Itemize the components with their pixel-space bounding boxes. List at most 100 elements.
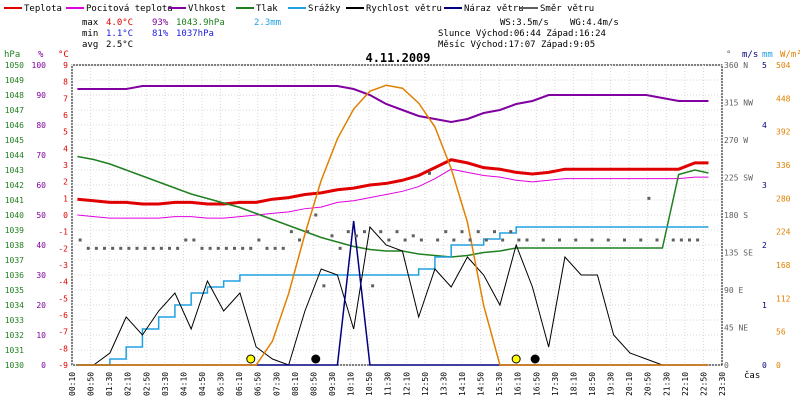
wind-dir-point [639,238,643,242]
wind-dir-point [468,238,472,242]
x-tick-label: 19:30 [607,372,616,396]
wm-tick-label: 168 [776,261,791,270]
pct-tick-label: 60 [36,181,46,190]
ms-tick-label: 2 [762,241,767,250]
hpa-tick-label: 1035 [5,286,24,295]
wind-dir-point [224,246,228,250]
wind-dir-point [688,238,691,242]
wind-dir-point [484,238,488,242]
wind-dir-point [168,246,171,250]
c-tick-label: -9 [58,361,68,370]
stats-wg: WG:4.4m/s [570,18,619,28]
c-tick-label: 2 [63,178,68,187]
x-tick-label: 00:10 [68,372,77,396]
pct-tick-label: 10 [36,331,46,340]
hpa-tick-label: 1038 [5,241,24,250]
hpa-tick-label: 1050 [5,61,24,70]
x-tick-label: 12:10 [402,372,411,396]
ms-tick-label: 0 [762,361,767,370]
wind-dir-point [525,238,529,242]
c-tick-label: 3 [63,161,68,170]
ms-tick-label: 4 [762,121,767,130]
c-tick-label: -3 [58,261,68,270]
hpa-tick-label: 1031 [5,346,24,355]
wind-dir-point [623,238,626,242]
wind-dir-point [354,234,358,238]
wind-dir-point [419,238,423,242]
stats-max-hum: 93% [152,18,169,28]
x-tick-label: 08:50 [309,372,318,396]
dir-tick-label: 180 S [724,211,748,220]
wm-tick-label: 336 [776,161,791,170]
wind-dir-point [671,238,675,242]
wm-tick-label: 504 [776,61,791,70]
right-axes: 360 N 315 NW 270 W 225 SW 180 S 135 SE 90 E 45 … [724,61,791,370]
x-tick-label: 06:50 [254,372,263,396]
legend-label-tlak: Tlak [256,4,278,14]
hpa-tick-label: 1036 [5,271,24,280]
x-tick-label: 16:50 [532,372,541,396]
x-tick-label: 14:10 [458,372,467,396]
unit-pct: % [38,50,44,60]
x-axis: 00:10 00:50 01:30 02:10 02:50 03:30 04:10 04:50… [68,372,727,396]
pct-tick-label: 100 [32,61,47,70]
pct-tick-label: 40 [36,241,46,250]
hpa-tick-label: 1046 [5,121,24,130]
dir-tick-label: 315 NW [724,99,753,108]
wind-dir-point [111,246,115,250]
wind-dir-point [306,230,310,234]
wind-dir-point [395,230,399,234]
wm-tick-label: 280 [776,194,791,203]
c-tick-label: -7 [58,328,68,337]
x-tick-label: 10:50 [365,372,374,396]
x-tick-label: 05:30 [217,372,226,396]
hpa-tick-label: 1044 [5,151,24,160]
wind-dir-point [314,213,318,217]
unit-hpa: hPa [4,50,20,60]
wm-tick-label: 448 [776,94,791,103]
wm-tick-label: 56 [776,328,786,337]
wind-dir-point [159,246,163,250]
wind-dir-point [387,238,391,242]
c-tick-label: 1 [63,194,68,203]
series-line-temperature [77,158,709,206]
legend-label-naraz: Náraz větru [464,4,524,14]
x-tick-label: 11:30 [384,372,393,396]
wind-dir-point [86,246,90,250]
x-tick-label: 20:10 [625,372,634,396]
wind-dir-point [208,246,212,250]
wind-dir-point [444,230,448,234]
wind-dir-point [330,234,334,238]
hpa-tick-label: 1037 [5,256,24,265]
wind-dir-point [192,238,196,242]
series-line-rain [77,226,709,366]
x-tick-label: 04:50 [198,372,207,396]
x-tick-label: 08:10 [291,372,300,396]
x-tick-label: 06:10 [235,372,244,396]
wind-dir-point [273,246,277,250]
c-tick-label: 5 [63,128,68,137]
x-tick-label: 04:10 [179,372,188,396]
wind-dir-point [363,230,366,234]
hpa-tick-label: 1049 [5,76,24,85]
hpa-tick-label: 1040 [5,211,24,220]
dir-tick-label: 90 E [724,286,743,295]
legend: Teplota Pocitová teplota Vlhkost Tlak Sr… [4,4,594,14]
hpa-tick-label: 1045 [5,136,24,145]
x-tick-label: 20:50 [644,372,653,396]
c-tick-label: 4 [63,144,68,153]
stats-min-hum: 81% [152,29,169,39]
dir-tick-label: 135 SE [724,249,753,258]
wind-dir-point [696,238,700,242]
stats-max-press: 1043.9hPa [176,18,225,28]
unit-ms: m/s [742,50,758,60]
wind-dir-point [249,246,253,250]
hpa-tick-label: 1048 [5,91,24,100]
stats-block: max 4.0°C 93% 1043.9hPa 2.3mm min 1.1°C … [82,18,619,50]
wind-dir-point [257,238,261,242]
wind-dir-point [94,246,98,250]
x-tick-label: 22:50 [699,372,708,396]
wind-dir-point [558,238,561,242]
ms-tick-label: 5 [762,61,767,70]
x-tick-label: 00:50 [87,372,96,396]
